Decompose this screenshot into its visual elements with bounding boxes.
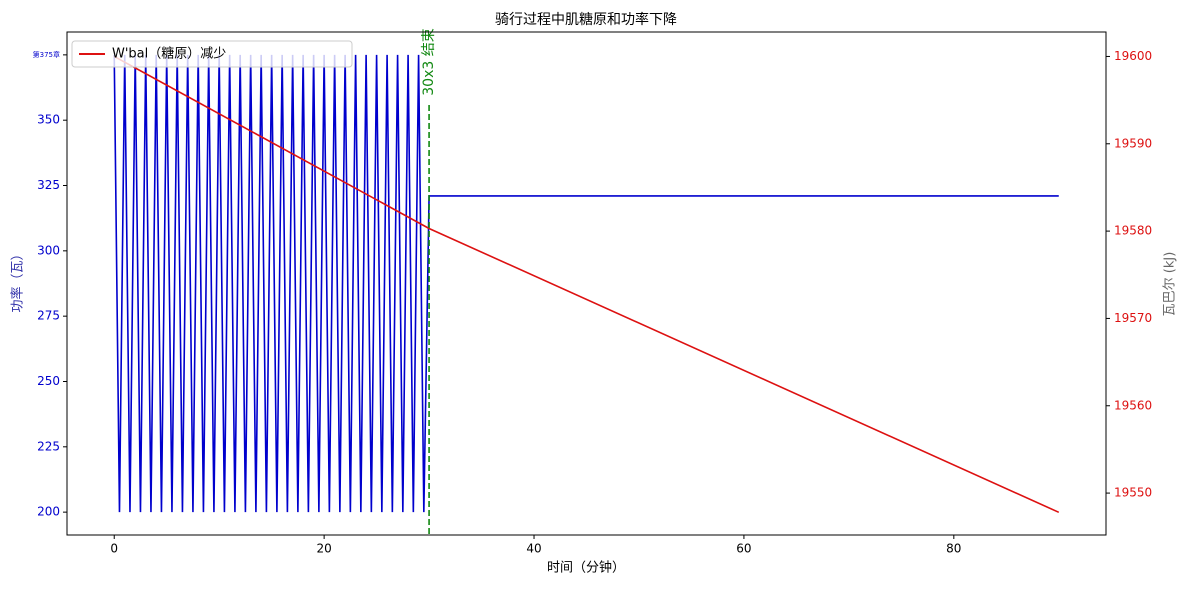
x-tick-label: 80 bbox=[946, 542, 961, 556]
x-axis-label: 时间（分钟） bbox=[547, 560, 625, 576]
y2-tick-label: 19560 bbox=[1114, 398, 1152, 412]
x-tick-label: 0 bbox=[110, 542, 118, 556]
axes-frame bbox=[66, 31, 1107, 536]
y-tick-label: 350 bbox=[37, 113, 60, 127]
y-axis-label: 功率（瓦） bbox=[10, 247, 26, 312]
y2-tick-label: 19600 bbox=[1114, 49, 1152, 63]
legend-label: W'bal（糖原）减少 bbox=[112, 46, 226, 62]
x-tick-label: 40 bbox=[526, 542, 541, 556]
y2-tick-label: 19590 bbox=[1114, 136, 1152, 150]
y-tick-label: 250 bbox=[37, 374, 60, 388]
y-tick-label: 275 bbox=[37, 309, 60, 323]
x-tick-label: 20 bbox=[316, 542, 331, 556]
legend-box bbox=[71, 40, 353, 68]
y2-tick-label: 19580 bbox=[1114, 224, 1152, 238]
y-tick-label: 225 bbox=[37, 439, 60, 453]
y2-tick-label: 19570 bbox=[1114, 311, 1152, 325]
y2-axis-label: 瓦巴尔 (kJ) bbox=[1163, 252, 1178, 317]
y-tick-label: 300 bbox=[37, 243, 60, 257]
y2-tick-label: 19550 bbox=[1114, 486, 1152, 500]
y-tick-label: 200 bbox=[37, 505, 60, 519]
annotation: 30x3 结束 bbox=[421, 28, 437, 95]
series-line bbox=[113, 55, 1060, 514]
chart-title: 骑行过程中肌糖原和功率下降 bbox=[495, 11, 677, 28]
y-tick-label: 第375章 bbox=[33, 50, 60, 59]
series-line bbox=[113, 54, 1059, 513]
y-tick-label: 325 bbox=[37, 178, 60, 192]
x-tick-label: 60 bbox=[736, 542, 751, 556]
